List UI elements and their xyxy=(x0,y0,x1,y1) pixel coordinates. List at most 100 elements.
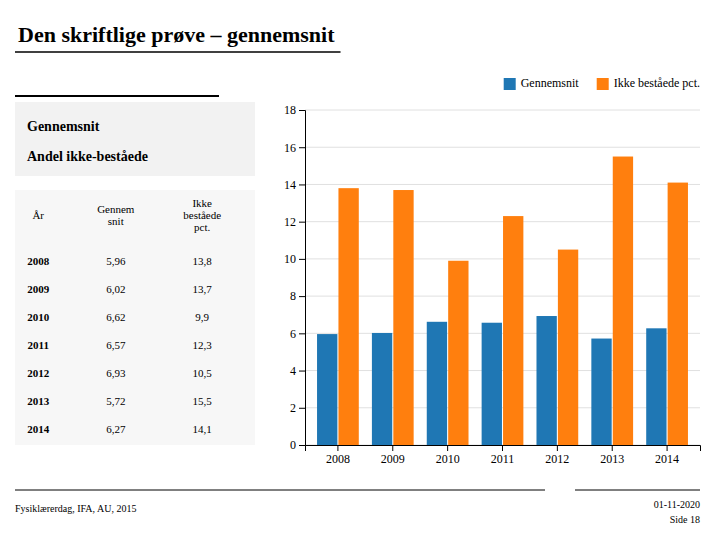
x-tick: 2010 xyxy=(436,445,460,466)
y-tick: 18 xyxy=(284,103,305,117)
grid-line xyxy=(305,333,700,334)
bar xyxy=(482,323,502,445)
table-header: Ikke xyxy=(192,197,212,209)
bar xyxy=(503,216,523,445)
y-tick-mark xyxy=(299,408,305,409)
bar xyxy=(591,339,611,445)
table-header: Gennem xyxy=(97,203,135,215)
table-value: 6,57 xyxy=(106,339,126,351)
y-tick-mark xyxy=(299,147,305,148)
footer-text: 01-11-2020 xyxy=(654,499,700,510)
table-value: 13,7 xyxy=(193,283,213,295)
grid-line xyxy=(305,221,700,222)
y-tick: 10 xyxy=(284,252,305,266)
table-year: 2013 xyxy=(27,395,50,407)
y-tick-mark xyxy=(299,371,305,372)
table-header: beståede xyxy=(183,209,221,221)
table-year: 2011 xyxy=(27,339,48,351)
table-value: 6,62 xyxy=(106,311,125,323)
panel-rule xyxy=(15,95,219,97)
y-tick-label: 6 xyxy=(290,327,296,341)
table-year: 2010 xyxy=(27,311,50,323)
x-tick: 2008 xyxy=(326,445,350,466)
bars xyxy=(317,157,688,445)
x-tick-mark xyxy=(337,445,338,451)
y-tick-mark xyxy=(299,110,305,111)
footer-rule xyxy=(575,490,700,491)
x-tick-mark xyxy=(612,445,613,451)
x-axis: 2008 2009 2010 2011 2012 2013 2014 xyxy=(306,445,701,466)
title-underline xyxy=(15,51,341,53)
x-tick-mark xyxy=(557,445,558,451)
table-year: 2009 xyxy=(27,283,50,295)
y-tick-mark xyxy=(299,222,305,223)
grid-line xyxy=(305,296,700,297)
y-tick: 14 xyxy=(284,178,305,192)
legend-item: Gennemsnit xyxy=(504,76,580,90)
x-tick: 2012 xyxy=(545,445,569,466)
panel-box xyxy=(15,102,255,176)
y-tick-label: 2 xyxy=(290,401,296,415)
y-tick-label: 0 xyxy=(290,438,296,452)
table-header: År xyxy=(32,209,44,221)
x-tick-label: 2010 xyxy=(436,452,460,466)
table-value: 5,96 xyxy=(106,255,126,267)
panel-title: Andel ikke-beståede xyxy=(27,149,148,164)
table-value: 14,1 xyxy=(193,423,212,435)
x-tick-label: 2008 xyxy=(326,452,350,466)
table-background xyxy=(15,190,255,445)
footer-text: Side 18 xyxy=(670,514,700,525)
x-tick: 2009 xyxy=(381,445,405,466)
x-tick-label: 2012 xyxy=(545,452,569,466)
table-year: 2014 xyxy=(27,423,50,435)
y-tick-mark xyxy=(299,259,305,260)
y-axis-line xyxy=(299,111,306,446)
title: Den skriftlige prøve – gennemsnit xyxy=(18,22,335,47)
series xyxy=(338,157,688,445)
chart: Den skriftlige prøve – gennemsnit Gennems… xyxy=(0,0,720,540)
y-tick-label: 14 xyxy=(284,178,296,192)
legend-item: Ikke beståede pct. xyxy=(597,76,700,90)
y-tick-label: 10 xyxy=(284,252,296,266)
grid-line xyxy=(305,258,700,259)
y-tick: 16 xyxy=(284,141,305,155)
x-tick: 2014 xyxy=(655,445,679,466)
table-value: 9,9 xyxy=(195,311,209,323)
x-tick-label: 2011 xyxy=(491,452,515,466)
y-tick-label: 18 xyxy=(284,103,296,117)
legend-label: Ikke beståede pct. xyxy=(614,76,700,90)
y-tick-mark xyxy=(299,296,305,297)
bar xyxy=(393,190,413,445)
table-value: 6,27 xyxy=(106,423,126,435)
grid-line xyxy=(305,110,700,111)
y-tick: 0 xyxy=(290,438,305,452)
x-tick-label: 2014 xyxy=(655,452,679,466)
x-tick: 2013 xyxy=(600,445,624,466)
x-tick-mark xyxy=(667,445,668,451)
x-tick-mark xyxy=(392,445,393,451)
x-tick: 2011 xyxy=(491,445,515,466)
y-tick-mark xyxy=(299,445,305,446)
panel-title: Gennemsnit xyxy=(27,119,100,134)
bar xyxy=(558,250,578,445)
bar xyxy=(448,261,468,445)
y-tick: 6 xyxy=(290,327,305,341)
grid-line xyxy=(305,370,700,371)
footer-text: Fysiklærerdag, IFA, AU, 2015 xyxy=(15,503,136,514)
table-header: pct. xyxy=(194,221,210,233)
bar xyxy=(338,188,358,445)
x-tick-mark xyxy=(447,445,448,451)
legend-label: Gennemsnit xyxy=(521,76,580,90)
bar xyxy=(668,183,688,445)
y-tick-label: 12 xyxy=(284,215,296,229)
legend-swatch xyxy=(504,78,516,90)
grid-line xyxy=(305,407,700,408)
bar xyxy=(613,157,633,445)
grid xyxy=(305,110,700,445)
y-tick: 12 xyxy=(284,215,305,229)
y-axis: 0 2 4 6 8 10 12 14 16 18 xyxy=(284,103,306,452)
y-tick-label: 8 xyxy=(290,289,296,303)
table-year: 2008 xyxy=(27,255,50,267)
legend: Gennemsnit Ikke beståede pct. xyxy=(504,76,700,90)
y-tick-label: 4 xyxy=(290,364,296,378)
